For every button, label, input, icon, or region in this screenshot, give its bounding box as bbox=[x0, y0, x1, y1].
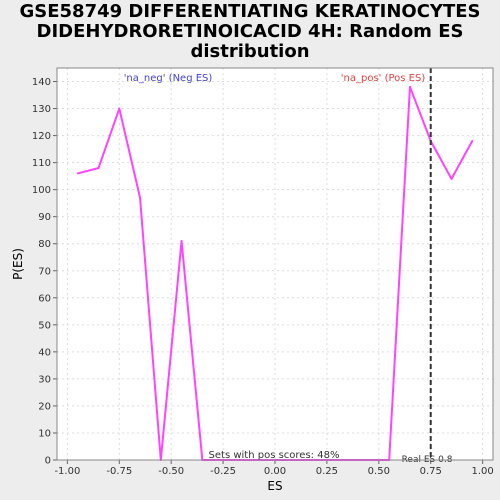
x-axis: -1.00 -0.75 -0.50 -0.25 0.00 0.25 0.50 0.75 1.00… bbox=[54, 460, 494, 493]
y-tick-label: 40 bbox=[38, 347, 51, 358]
y-tick-label: 100 bbox=[32, 185, 51, 196]
es-distribution-point bbox=[97, 167, 100, 170]
neg-es-label: 'na_neg' (Neg ES) bbox=[124, 73, 213, 84]
x-tick-label: 0.50 bbox=[368, 466, 390, 477]
y-tick-label: 130 bbox=[32, 104, 51, 115]
es-distribution-point bbox=[139, 196, 142, 199]
y-tick-label: 10 bbox=[38, 428, 51, 439]
y-tick-label: 0 bbox=[45, 456, 51, 467]
y-tick-label: 60 bbox=[38, 293, 51, 304]
y-tick-label: 80 bbox=[38, 239, 51, 250]
chart-title-line-2: DIDEHYDRORETINOICACID 4H: Random ES bbox=[36, 21, 464, 42]
x-tick-label: -1.00 bbox=[54, 466, 80, 477]
y-tick-label: 110 bbox=[32, 158, 51, 169]
es-distribution-point bbox=[118, 107, 121, 110]
y-tick-label: 120 bbox=[32, 131, 51, 142]
chart-title-line-1: GSE58749 DIFFERENTIATING KERATINOCYTES bbox=[19, 1, 481, 22]
y-tick-label: 140 bbox=[32, 77, 51, 88]
x-tick-label: -0.50 bbox=[158, 466, 184, 477]
es-distribution-point bbox=[408, 85, 411, 88]
chart-title-line-3: distribution bbox=[190, 41, 310, 62]
grid bbox=[57, 68, 493, 461]
es-distribution-point bbox=[471, 139, 474, 142]
y-tick-label: 20 bbox=[38, 401, 51, 412]
x-tick-label: 0.75 bbox=[420, 466, 442, 477]
pos-scores-label: Sets with pos scores: 48% bbox=[209, 450, 340, 461]
x-tick-label: -0.25 bbox=[210, 466, 236, 477]
y-axis: 0 10 20 30 40 50 60 70 80 90 100 110 120 130 140 P(ES) bbox=[11, 77, 57, 467]
y-tick-label: 70 bbox=[38, 266, 51, 277]
plot-border bbox=[56, 67, 494, 461]
es-distribution-point bbox=[76, 172, 79, 175]
x-tick-label: -0.75 bbox=[106, 466, 132, 477]
y-axis-label: P(ES) bbox=[11, 248, 25, 280]
x-tick-label: 0.25 bbox=[316, 466, 338, 477]
chart-title: GSE58749 DIFFERENTIATING KERATINOCYTES D… bbox=[0, 2, 500, 62]
y-tick-label: 90 bbox=[38, 212, 51, 223]
x-tick-label: 1.00 bbox=[471, 466, 493, 477]
pos-es-label: 'na_pos' (Pos ES) bbox=[341, 73, 426, 84]
y-tick-label: 30 bbox=[38, 374, 51, 385]
y-tick-label: 50 bbox=[38, 320, 51, 331]
es-distribution-point bbox=[180, 240, 183, 243]
x-axis-label: ES bbox=[267, 479, 282, 493]
x-tick-label: 0.00 bbox=[264, 466, 286, 477]
es-distribution-point bbox=[450, 177, 453, 180]
